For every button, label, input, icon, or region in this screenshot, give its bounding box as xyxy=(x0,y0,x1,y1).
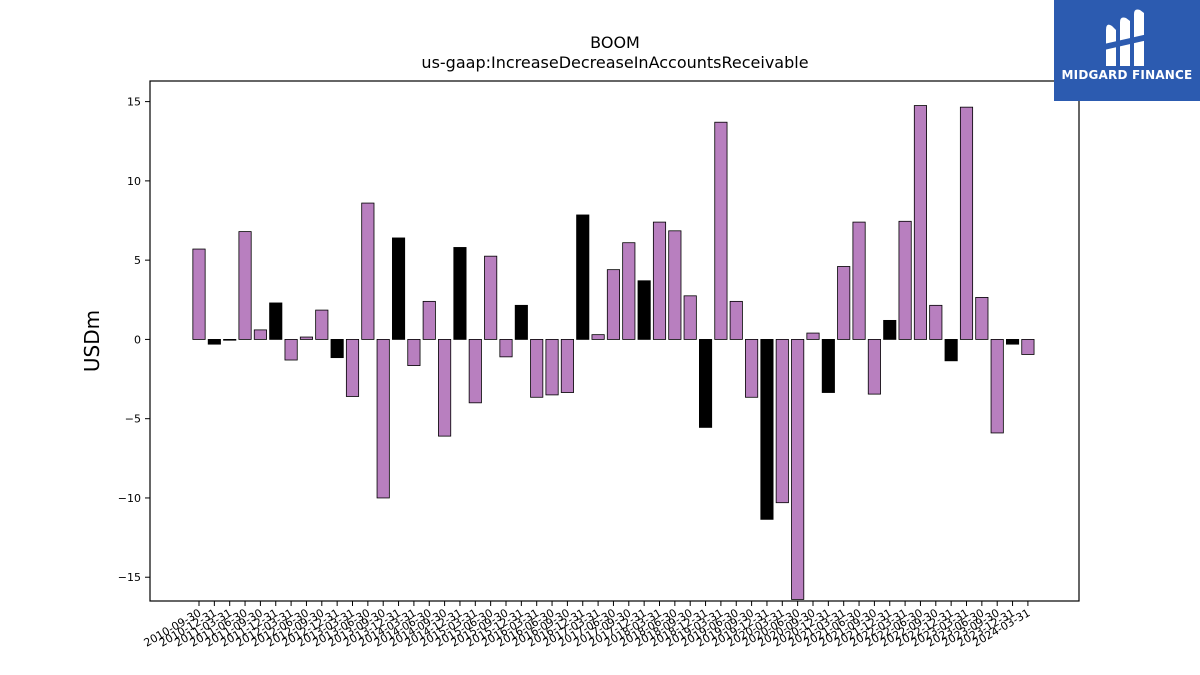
bar-2012-06-30 xyxy=(299,336,313,340)
bar-2022-09-30 xyxy=(929,304,943,340)
bar-2020-12-31 xyxy=(821,339,835,393)
bar-2019-03-31 xyxy=(714,121,728,340)
bar-2021-09-30 xyxy=(867,339,881,395)
y-axis: −15 −10 −5 0 5 10 15 xyxy=(118,96,150,584)
bar-2019-06-30 xyxy=(729,300,743,340)
bar-2014-03-31 xyxy=(407,339,421,366)
bar-2012-03-31 xyxy=(284,339,298,361)
bar-2018-09-30 xyxy=(683,295,697,340)
bar-2021-06-30 xyxy=(852,221,866,340)
bar-2017-12-31 xyxy=(637,280,651,340)
bar-2011-03-31 xyxy=(223,339,237,341)
bar-2016-12-31 xyxy=(576,214,590,340)
bar-2021-12-31 xyxy=(883,319,897,340)
bar-2013-09-30 xyxy=(376,339,390,499)
bar-2015-12-31 xyxy=(514,304,528,340)
bar-2023-03-31 xyxy=(959,106,974,340)
bar-2013-03-31 xyxy=(345,339,360,397)
bar-2014-12-31 xyxy=(453,247,467,340)
bar-2022-06-30 xyxy=(913,105,927,340)
bar-2011-06-30 xyxy=(238,231,252,340)
y-axis-label: USDm xyxy=(80,310,104,372)
bar-2015-03-31 xyxy=(468,339,482,404)
bar-2013-12-31 xyxy=(391,237,406,340)
bar-2012-12-31 xyxy=(330,339,344,359)
bar-2016-03-31 xyxy=(530,339,544,398)
bar-2016-06-30 xyxy=(545,339,559,396)
bar-2015-06-30 xyxy=(484,255,498,340)
bar-2013-06-30 xyxy=(361,202,375,340)
bar-2022-12-31 xyxy=(944,339,958,362)
y-tick-label: 5 xyxy=(134,254,141,267)
bar-2014-09-30 xyxy=(438,339,452,437)
y-tick-label: 10 xyxy=(127,175,141,188)
bar-2017-03-31 xyxy=(591,334,605,340)
bar-2018-06-30 xyxy=(668,230,682,340)
chart-subtitle: us-gaap:IncreaseDecreaseInAccountsReceiv… xyxy=(421,53,808,72)
brand-name: MIDGARD FINANCE xyxy=(1061,68,1193,82)
bar-2018-12-31 xyxy=(699,339,713,428)
bar-2020-06-30 xyxy=(791,339,805,600)
bar-2019-09-30 xyxy=(745,339,759,398)
bar-2011-09-30 xyxy=(253,329,267,340)
bar-2017-09-30 xyxy=(622,242,636,340)
bar-2018-03-31 xyxy=(652,221,667,340)
y-tick-label: −15 xyxy=(118,571,141,584)
bar-2011-12-31 xyxy=(269,302,283,340)
bar-2015-09-30 xyxy=(499,339,513,358)
y-tick-label: 15 xyxy=(127,96,141,109)
bar-2012-09-30 xyxy=(315,309,329,340)
midgard-logo-icon xyxy=(1104,9,1148,67)
y-tick-label: 0 xyxy=(134,333,141,346)
bar-2021-03-31 xyxy=(837,266,851,340)
bar-2024-03-31 xyxy=(1021,339,1035,355)
chart-title: BOOM xyxy=(590,33,640,52)
x-axis: 2010-09-302010-12-312011-03-312011-06-30… xyxy=(142,601,1032,650)
y-tick-label: −10 xyxy=(118,492,141,505)
bar-2019-12-31 xyxy=(760,339,774,520)
y-tick-label: −5 xyxy=(125,413,141,426)
bar-2023-09-30 xyxy=(990,339,1004,434)
bar-2023-12-31 xyxy=(1006,339,1020,345)
bar-2020-09-30 xyxy=(806,332,820,340)
bar-2016-09-30 xyxy=(560,339,574,393)
bar-2017-06-30 xyxy=(606,269,620,340)
brand-logo: MIDGARD FINANCE xyxy=(1054,0,1200,101)
plot-frame xyxy=(149,80,1080,602)
bar-2010-12-31 xyxy=(207,339,221,345)
bar-2020-03-31 xyxy=(775,339,789,504)
bar-2010-09-30 xyxy=(192,248,206,340)
bar-2014-06-30 xyxy=(422,300,436,340)
bars-group xyxy=(192,105,1035,600)
bar-2022-03-31 xyxy=(898,220,912,340)
bar-2023-06-30 xyxy=(975,296,989,340)
